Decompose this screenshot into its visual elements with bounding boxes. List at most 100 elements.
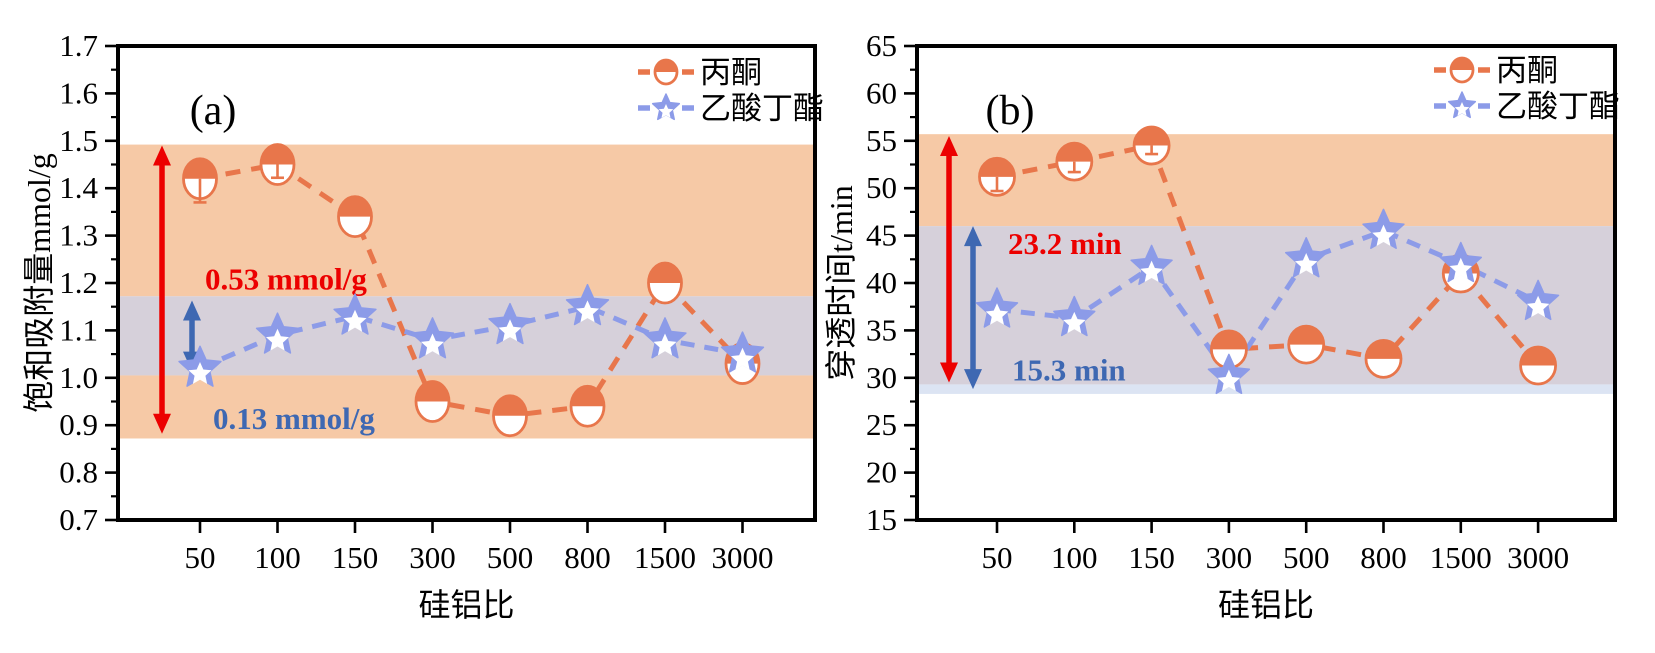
y-tick-label: 1.7 xyxy=(59,28,98,63)
legend-item-1: 乙酸丁酯 xyxy=(1434,89,1620,124)
panel-b: 23.2 min 15.3 min 15 20 25 30 35 40 45 50 55 60 65 50… xyxy=(823,28,1620,623)
acetone-marker-halffill xyxy=(1520,346,1556,366)
legend-label: 丙酮 xyxy=(700,55,762,90)
y-tick-label: 55 xyxy=(866,123,897,158)
y-tick-label: 45 xyxy=(866,218,897,253)
x-tick-label: 150 xyxy=(1128,540,1175,575)
highlight-band xyxy=(118,296,815,376)
legend-label: 丙酮 xyxy=(1496,53,1558,88)
error-bar xyxy=(1067,161,1081,174)
y-tick-label: 0.7 xyxy=(59,502,98,537)
y-axis-title: 穿透时间t/min xyxy=(823,185,859,381)
acetone-marker-halffill xyxy=(1134,127,1170,146)
error-bar xyxy=(990,176,1004,193)
arrowhead-down-icon xyxy=(940,362,958,383)
highlight-band xyxy=(917,134,1615,227)
acetone-marker-halffill xyxy=(338,196,372,217)
y-tick-label: 0.8 xyxy=(59,455,98,490)
series-line-0 xyxy=(199,161,745,419)
panel-a: 0.53 mmol/g 0.13 mmol/g 0.7 0.8 0.9 1.0 1.1 1.2… xyxy=(21,28,824,623)
range-arrow xyxy=(964,226,982,390)
acetone-marker-halffill xyxy=(648,263,682,283)
y-tick-label: 20 xyxy=(866,455,897,490)
range-arrow xyxy=(940,136,958,383)
y-tick-label: 65 xyxy=(866,28,897,63)
legend-label: 乙酸丁酯 xyxy=(700,91,824,126)
butyl-marker-star-inner xyxy=(188,361,212,384)
range-annotation-text: 0.13 mmol/g xyxy=(213,401,375,436)
arrowhead-up-icon xyxy=(183,300,201,321)
butyl-marker-star-inner xyxy=(265,328,290,351)
y-tick-label: 0.9 xyxy=(59,407,98,442)
x-tick-label: 3000 xyxy=(712,540,774,575)
y-tick-label: 1.1 xyxy=(59,312,98,347)
y-tick-label: 1.4 xyxy=(59,170,98,205)
x-tick-label: 500 xyxy=(487,540,534,575)
butyl-marker-star-inner xyxy=(1294,253,1318,275)
highlight-band xyxy=(118,144,815,297)
panel-label: (a) xyxy=(190,88,237,134)
y-tick-label: 50 xyxy=(866,170,897,205)
y-tick-label: 60 xyxy=(866,75,897,110)
acetone-marker-halffill xyxy=(1366,340,1401,359)
range-annotation-text: 23.2 min xyxy=(1008,226,1122,261)
x-tick-label: 150 xyxy=(332,540,379,575)
arrowhead-down-icon xyxy=(153,413,171,434)
error-bar xyxy=(193,178,207,204)
acetone-marker-halffill xyxy=(655,60,677,72)
acetone-marker-halffill xyxy=(1211,330,1247,350)
y-tick-label: 40 xyxy=(866,265,897,300)
acetone-marker-halffill xyxy=(1056,143,1092,162)
y-tick-label: 1.6 xyxy=(59,75,98,110)
error-bar xyxy=(271,164,284,180)
range-annotation-text: 15.3 min xyxy=(1012,352,1126,387)
legend-item-1: 乙酸丁酯 xyxy=(638,91,824,126)
x-axis-title: 硅铝比 xyxy=(1218,587,1314,623)
arrowhead-down-icon xyxy=(964,369,982,390)
x-tick-label: 800 xyxy=(564,540,611,575)
acetone-marker-halffill xyxy=(571,386,604,407)
butyl-marker-star-inner xyxy=(653,333,677,356)
acetone-marker-halffill xyxy=(1288,326,1324,345)
y-axis-title: 饱和吸附量mmol/g xyxy=(21,153,57,413)
arrowhead-up-icon xyxy=(940,136,958,157)
butyl-marker-star-inner xyxy=(1454,101,1470,116)
butyl-marker-star-inner xyxy=(1140,260,1163,283)
x-tick-label: 800 xyxy=(1360,540,1407,575)
x-tick-label: 500 xyxy=(1283,540,1330,575)
highlight-band xyxy=(118,375,815,439)
highlight-band xyxy=(917,226,1615,385)
arrowhead-up-icon xyxy=(153,145,171,166)
x-tick-label: 300 xyxy=(1206,540,1253,575)
y-tick-label: 1.3 xyxy=(59,218,98,253)
acetone-marker-halffill xyxy=(979,158,1015,177)
butyl-marker-star-inner xyxy=(658,103,674,118)
x-tick-label: 50 xyxy=(982,540,1013,575)
x-tick-label: 3000 xyxy=(1507,540,1569,575)
butyl-marker-star-inner xyxy=(985,303,1009,325)
range-arrow xyxy=(153,145,171,434)
butyl-marker-star-inner xyxy=(1063,311,1086,334)
x-tick-label: 100 xyxy=(1051,540,1098,575)
y-tick-label: 1.2 xyxy=(59,265,98,300)
acetone-marker-halffill xyxy=(416,381,449,402)
x-tick-label: 1500 xyxy=(634,540,696,575)
acetone-marker-halffill xyxy=(1451,58,1473,70)
butyl-marker-star-inner xyxy=(730,347,755,370)
y-tick-label: 35 xyxy=(866,312,897,347)
highlight-band xyxy=(917,384,1615,394)
y-tick-label: 1.5 xyxy=(59,123,98,158)
acetone-marker-halffill xyxy=(261,144,294,165)
legend-label: 乙酸丁酯 xyxy=(1496,89,1620,124)
x-axis-title: 硅铝比 xyxy=(418,587,514,623)
panel-label: (b) xyxy=(986,88,1035,134)
error-bar xyxy=(1145,145,1159,156)
butyl-marker-star-inner xyxy=(498,319,522,342)
acetone-marker-halffill xyxy=(493,395,527,416)
legend-item-0: 丙酮 xyxy=(1434,53,1558,88)
x-tick-label: 1500 xyxy=(1430,540,1492,575)
x-tick-label: 50 xyxy=(185,540,216,575)
range-annotation-text: 0.53 mmol/g xyxy=(205,261,367,296)
